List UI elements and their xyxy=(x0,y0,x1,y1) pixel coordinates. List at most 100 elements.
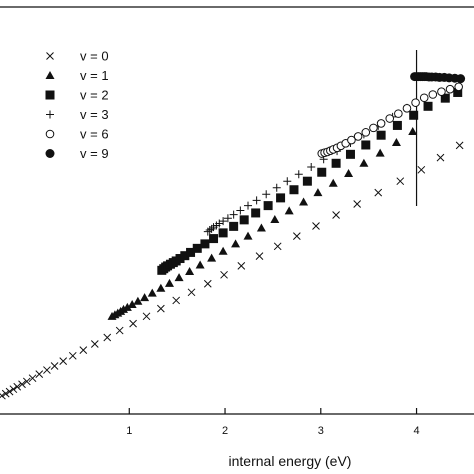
data-point xyxy=(0,391,6,400)
data-point xyxy=(299,197,309,206)
series-0 xyxy=(0,141,464,400)
data-point xyxy=(140,293,150,302)
data-point xyxy=(345,149,355,159)
data-point xyxy=(409,110,419,120)
legend-marker xyxy=(45,90,55,100)
data-point xyxy=(440,93,450,103)
data-point xyxy=(313,188,323,197)
legend: v = 0 v = 1 v = 2 v = 3 v = 6 v = 9 xyxy=(45,49,109,161)
data-point xyxy=(207,253,217,262)
data-point xyxy=(200,239,210,249)
data-point xyxy=(218,246,228,255)
x-tick-label: 3 xyxy=(318,425,324,437)
data-point xyxy=(236,206,245,215)
data-point xyxy=(289,185,299,195)
data-point xyxy=(164,278,174,287)
data-point xyxy=(454,82,463,92)
data-point xyxy=(292,232,301,240)
data-point xyxy=(90,340,99,348)
data-point xyxy=(255,252,264,260)
data-point xyxy=(369,123,378,133)
data-point xyxy=(284,206,294,215)
data-points xyxy=(0,72,466,400)
data-point xyxy=(142,312,151,321)
data-point xyxy=(396,177,405,186)
data-point xyxy=(203,279,212,288)
series-2 xyxy=(157,87,463,275)
data-point xyxy=(218,228,228,238)
data-point xyxy=(220,270,228,279)
data-point xyxy=(353,200,362,208)
data-point xyxy=(9,385,18,394)
data-point xyxy=(243,231,253,240)
data-point xyxy=(437,87,446,96)
data-point xyxy=(276,193,286,203)
data-point xyxy=(445,84,455,94)
x-axis-label: internal energy (eV) xyxy=(229,453,352,469)
data-point xyxy=(361,140,371,150)
data-point xyxy=(456,74,466,84)
data-point xyxy=(263,201,273,211)
data-point xyxy=(344,168,354,177)
data-point xyxy=(50,362,59,370)
data-point xyxy=(331,158,341,168)
series-5 xyxy=(410,72,466,84)
data-point xyxy=(229,210,238,219)
data-point xyxy=(18,380,26,389)
data-point xyxy=(127,300,137,309)
series-1 xyxy=(107,127,418,320)
data-point xyxy=(174,273,184,282)
data-point xyxy=(302,176,312,186)
data-point xyxy=(332,211,340,219)
data-point xyxy=(180,251,190,261)
data-point xyxy=(133,296,143,305)
data-point xyxy=(391,138,401,147)
data-point xyxy=(423,101,433,111)
legend-marker xyxy=(45,149,55,158)
legend-marker xyxy=(45,129,55,139)
legend-marker xyxy=(46,52,54,60)
data-point xyxy=(347,135,356,145)
legend-label: v = 1 xyxy=(80,68,109,83)
data-point xyxy=(385,114,395,123)
data-point xyxy=(231,239,241,248)
data-point xyxy=(455,141,464,150)
data-point xyxy=(353,132,363,141)
data-point xyxy=(43,366,51,374)
data-point xyxy=(5,387,14,396)
data-point xyxy=(35,370,44,378)
data-point xyxy=(375,148,385,157)
data-point xyxy=(252,196,261,205)
series-4 xyxy=(317,82,463,158)
data-point xyxy=(317,167,327,177)
data-point xyxy=(28,374,37,383)
data-point xyxy=(428,90,438,99)
data-point xyxy=(103,333,112,342)
data-point xyxy=(157,304,165,313)
data-point xyxy=(251,208,261,218)
data-point xyxy=(172,296,181,305)
data-point xyxy=(394,109,403,118)
data-point xyxy=(185,267,195,276)
data-point xyxy=(59,357,68,365)
data-point xyxy=(122,302,132,311)
data-point xyxy=(408,127,418,136)
data-point xyxy=(207,224,216,233)
data-point xyxy=(13,382,22,391)
data-point xyxy=(272,183,281,192)
data-point xyxy=(417,165,426,174)
x-tick-label: 2 xyxy=(222,425,228,437)
data-point xyxy=(22,377,31,386)
legend-label: v = 6 xyxy=(80,127,109,142)
data-point xyxy=(392,120,402,130)
data-point xyxy=(283,177,292,186)
data-point xyxy=(453,87,463,97)
x-tick-label: 1 xyxy=(126,425,132,437)
data-point xyxy=(195,260,205,269)
legend-marker xyxy=(45,71,55,79)
legend-label: v = 9 xyxy=(80,146,109,161)
data-point xyxy=(68,351,77,360)
data-point xyxy=(187,288,196,297)
data-point xyxy=(1,389,10,398)
data-point xyxy=(374,188,383,197)
